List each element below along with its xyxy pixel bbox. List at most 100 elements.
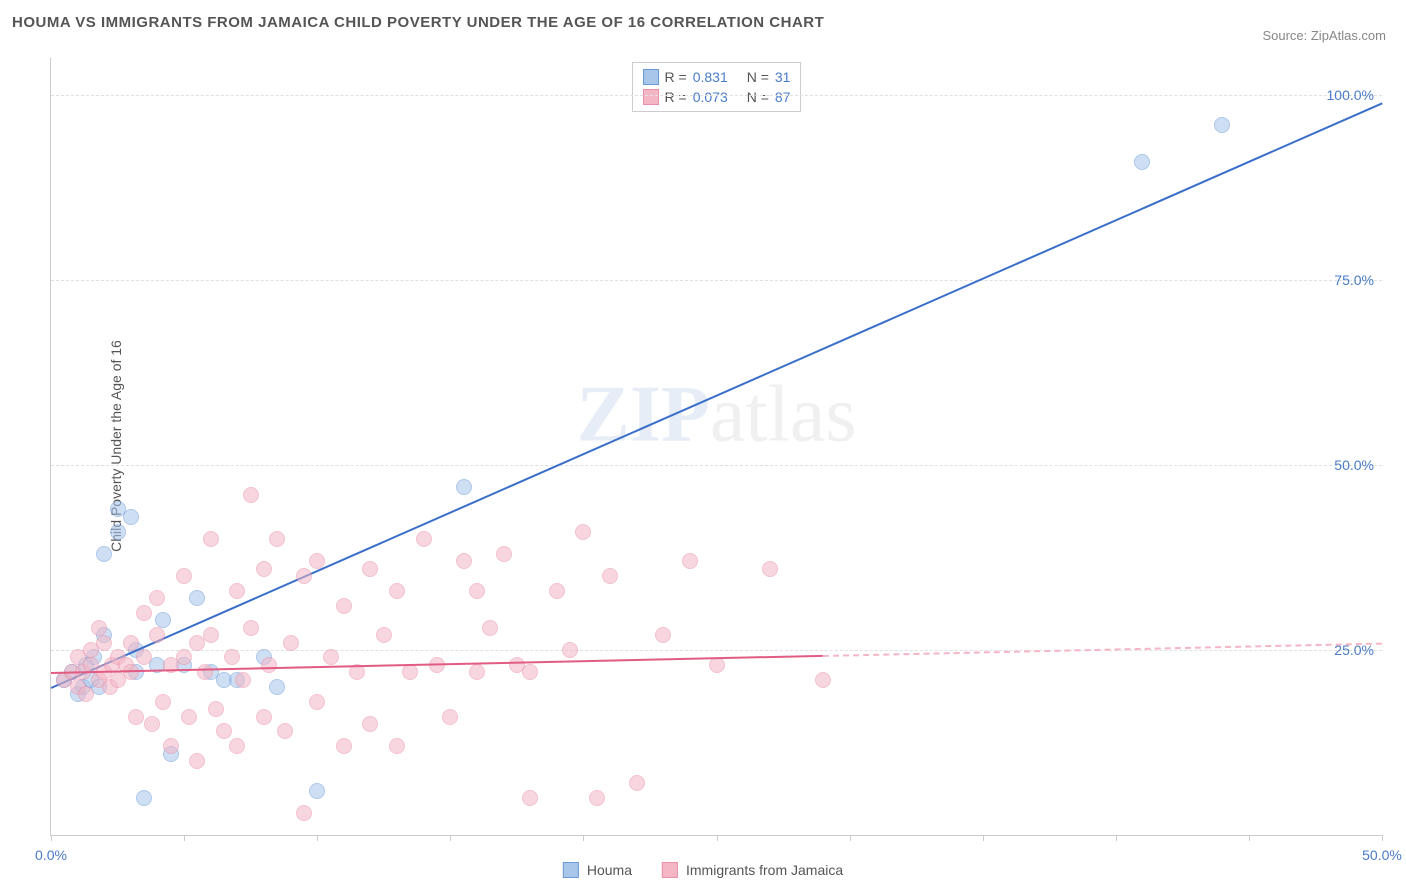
data-point <box>149 627 165 643</box>
data-point <box>815 672 831 688</box>
data-point <box>602 568 618 584</box>
data-point <box>269 531 285 547</box>
data-point <box>482 620 498 636</box>
data-point <box>1134 154 1150 170</box>
data-point <box>136 790 152 806</box>
data-point <box>181 709 197 725</box>
data-point <box>522 664 538 680</box>
data-point <box>362 561 378 577</box>
data-point <box>336 598 352 614</box>
y-tick-label: 75.0% <box>1334 272 1374 288</box>
data-point <box>176 649 192 665</box>
data-point <box>189 590 205 606</box>
data-point <box>655 627 671 643</box>
y-tick-label: 50.0% <box>1334 457 1374 473</box>
source-label: Source: ZipAtlas.com <box>1262 28 1386 43</box>
data-point <box>309 783 325 799</box>
data-point <box>323 649 339 665</box>
x-tick <box>1116 835 1117 841</box>
data-point <box>136 605 152 621</box>
data-point <box>682 553 698 569</box>
data-point <box>110 524 126 540</box>
data-point <box>256 709 272 725</box>
data-point <box>163 738 179 754</box>
x-tick <box>583 835 584 841</box>
trend-line <box>51 102 1383 688</box>
data-point <box>136 649 152 665</box>
data-point <box>197 664 213 680</box>
data-point <box>296 805 312 821</box>
x-tick <box>1382 835 1383 841</box>
data-point <box>456 479 472 495</box>
gridline <box>51 280 1382 281</box>
data-point <box>522 790 538 806</box>
legend-stats: R =0.831N =31R =0.073N =87 <box>632 62 802 112</box>
data-point <box>235 672 251 688</box>
data-point <box>149 590 165 606</box>
data-point <box>389 738 405 754</box>
data-point <box>283 635 299 651</box>
data-point <box>78 686 94 702</box>
data-point <box>402 664 418 680</box>
data-point <box>456 553 472 569</box>
data-point <box>208 701 224 717</box>
data-point <box>224 649 240 665</box>
data-point <box>496 546 512 562</box>
x-tick <box>717 835 718 841</box>
x-tick <box>317 835 318 841</box>
data-point <box>309 694 325 710</box>
data-point <box>762 561 778 577</box>
data-point <box>123 635 139 651</box>
x-tick-label: 50.0% <box>1362 847 1402 863</box>
data-point <box>362 716 378 732</box>
data-point <box>575 524 591 540</box>
data-point <box>203 627 219 643</box>
data-point <box>442 709 458 725</box>
data-point <box>416 531 432 547</box>
data-point <box>589 790 605 806</box>
data-point <box>229 738 245 754</box>
chart-title: HOUMA VS IMMIGRANTS FROM JAMAICA CHILD P… <box>12 14 824 31</box>
x-tick-label: 0.0% <box>35 847 67 863</box>
data-point <box>229 583 245 599</box>
data-point <box>261 657 277 673</box>
data-point <box>243 620 259 636</box>
data-point <box>389 583 405 599</box>
chart-plot-area: ZIPatlas R =0.831N =31R =0.073N =87 25.0… <box>50 58 1382 836</box>
legend-stat-row: R =0.073N =87 <box>643 87 791 107</box>
data-point <box>96 546 112 562</box>
data-point <box>96 635 112 651</box>
legend-series-item: Houma <box>563 862 632 878</box>
data-point <box>203 531 219 547</box>
data-point <box>376 627 392 643</box>
gridline <box>51 650 1382 651</box>
data-point <box>277 723 293 739</box>
data-point <box>155 612 171 628</box>
legend-series-item: Immigrants from Jamaica <box>662 862 843 878</box>
x-tick <box>983 835 984 841</box>
data-point <box>144 716 160 732</box>
x-tick <box>450 835 451 841</box>
data-point <box>269 679 285 695</box>
data-point <box>549 583 565 599</box>
data-point <box>123 509 139 525</box>
legend-stat-row: R =0.831N =31 <box>643 67 791 87</box>
data-point <box>155 694 171 710</box>
gridline <box>51 465 1382 466</box>
data-point <box>176 568 192 584</box>
data-point <box>91 620 107 636</box>
data-point <box>309 553 325 569</box>
data-point <box>469 664 485 680</box>
y-tick-label: 100.0% <box>1327 87 1374 103</box>
data-point <box>336 738 352 754</box>
data-point <box>128 709 144 725</box>
data-point <box>243 487 259 503</box>
data-point <box>296 568 312 584</box>
x-tick <box>850 835 851 841</box>
legend-series: Houma Immigrants from Jamaica <box>563 862 843 878</box>
data-point <box>562 642 578 658</box>
x-tick <box>184 835 185 841</box>
gridline <box>51 95 1382 96</box>
data-point <box>469 583 485 599</box>
data-point <box>1214 117 1230 133</box>
